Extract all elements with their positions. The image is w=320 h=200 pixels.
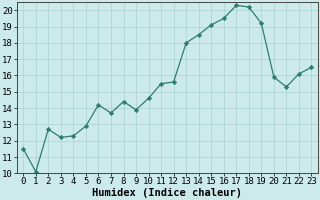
X-axis label: Humidex (Indice chaleur): Humidex (Indice chaleur) [92, 188, 242, 198]
